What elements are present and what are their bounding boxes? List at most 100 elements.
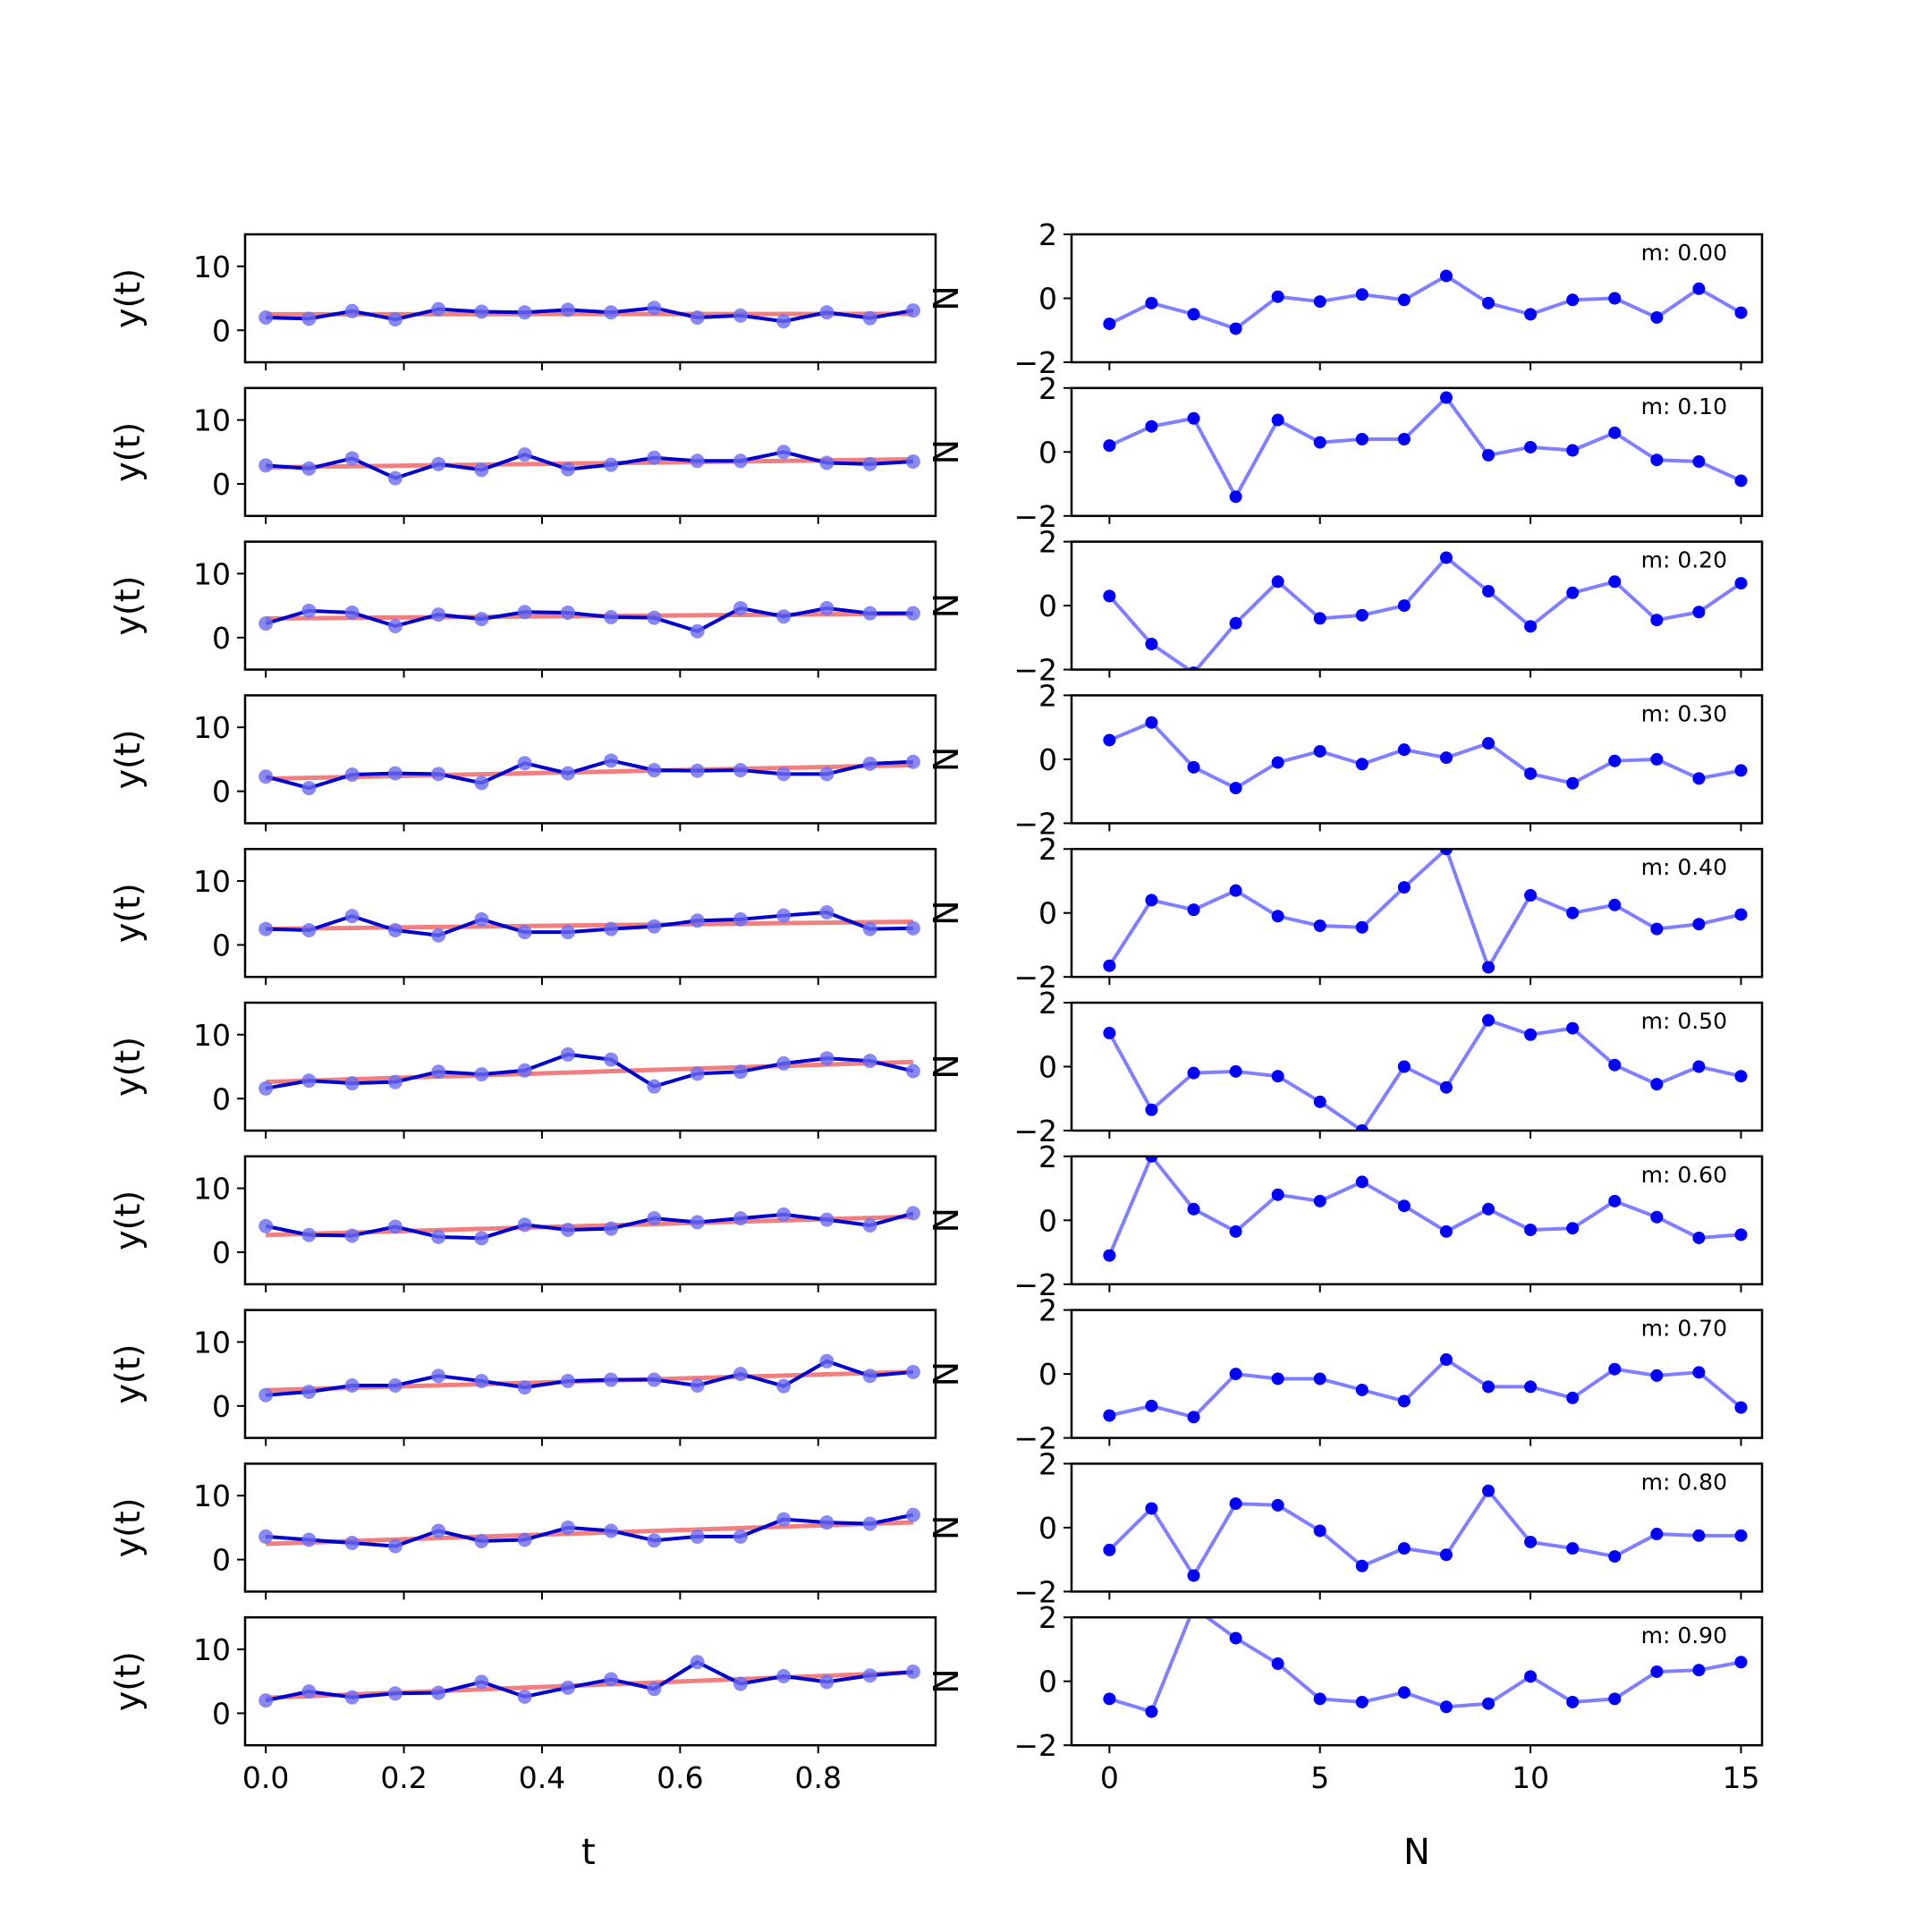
left-axes-frame [243, 1001, 937, 1132]
residual-series [1103, 716, 1748, 795]
data-line [265, 1211, 914, 1241]
slope-annotation: m: 0.80 [1641, 1469, 1727, 1495]
fit-line [266, 762, 913, 782]
data-point [431, 1523, 446, 1538]
data-point [776, 1207, 792, 1222]
y-tick-label: −2 [1013, 806, 1057, 841]
residual-line [1108, 274, 1742, 331]
residual-point [1187, 1066, 1200, 1080]
right-y-axis-label: N [927, 1054, 966, 1079]
data-point [862, 1368, 877, 1384]
right-subplot: −2 0 2 Nm: 0.00 [927, 217, 1764, 380]
residual-point [1145, 1705, 1158, 1718]
residual-point [1650, 1528, 1664, 1541]
data-point [905, 303, 920, 318]
residual-point [1313, 919, 1326, 932]
residual-point [1313, 1524, 1326, 1538]
data-point [905, 606, 920, 621]
residual-point [1271, 756, 1284, 769]
residual-point [1229, 1064, 1242, 1078]
right-y-axis-label: N [927, 285, 966, 310]
data-point [862, 1516, 877, 1531]
data-point [776, 445, 792, 460]
data-point [517, 1380, 532, 1395]
data-point [733, 453, 748, 469]
left-subplot: 0 10 0.0 0.2 0.4 0.6 0.8 y(t) [108, 1615, 937, 1795]
residual-point [1355, 1695, 1368, 1708]
data-point [604, 1672, 619, 1687]
right-subplot: −2 0 2 0 5 10 15 Nm: 0.90 [927, 1600, 1764, 1795]
residual-line [1107, 1488, 1741, 1578]
data-point [344, 1536, 360, 1551]
residual-point [1692, 282, 1706, 295]
data-point [733, 1529, 748, 1544]
residual-series [1103, 1353, 1748, 1424]
residual-point [1566, 1222, 1580, 1235]
residual-point [1524, 1028, 1538, 1041]
slope-annotation: m: 0.50 [1641, 1008, 1727, 1034]
y-tick-label: 2 [1038, 832, 1057, 867]
residual-point [1397, 599, 1411, 613]
data-point [690, 1655, 705, 1670]
data-point [474, 1373, 489, 1388]
left-subplot: 0 10 y(t) [108, 1155, 937, 1292]
data-point [474, 1067, 489, 1082]
residual-point [1692, 772, 1706, 785]
data-point [517, 1063, 532, 1078]
data-point [474, 462, 489, 478]
residual-line [1107, 1018, 1741, 1131]
y-tick-label: 10 [193, 403, 231, 438]
data-point [517, 756, 532, 771]
data-point [517, 1532, 532, 1547]
residual-point [1524, 1670, 1538, 1683]
data-point [862, 456, 877, 471]
residual-point [1692, 606, 1706, 619]
data-point [690, 309, 705, 325]
residual-point [1566, 906, 1580, 919]
residual-point [1355, 608, 1368, 622]
data-point [258, 1529, 274, 1544]
data-point [733, 763, 748, 778]
data-point [776, 1378, 792, 1394]
data-point [733, 1211, 748, 1226]
residual-point [1313, 1372, 1326, 1385]
data-point [344, 909, 360, 924]
residual-point [1692, 1366, 1706, 1379]
y-tick-label: 10 [193, 710, 231, 745]
residual-point [1271, 1657, 1284, 1671]
data-point [690, 623, 705, 639]
right-subplot: −2 0 2 Nm: 0.80 [927, 1446, 1764, 1609]
data-point [474, 304, 489, 319]
y-tick-label: 10 [193, 250, 231, 284]
data-point [431, 1368, 446, 1384]
y-tick-label: 0 [212, 1543, 231, 1578]
residual-point [1650, 752, 1664, 766]
y-axis-label: y(t) [108, 1651, 148, 1711]
data-point [776, 609, 792, 624]
y-tick-label: 2 [1038, 1446, 1057, 1481]
data-point [604, 753, 619, 768]
x-tick-label: 0.0 [242, 1760, 289, 1795]
data-point [776, 1668, 792, 1683]
y-tick-label: 0 [1038, 1203, 1057, 1238]
residual-point [1313, 1194, 1326, 1208]
data-point [474, 911, 489, 927]
residual-point [1650, 1210, 1664, 1224]
residual-point [1650, 1665, 1664, 1678]
residual-point [1608, 1362, 1622, 1376]
data-point [258, 1080, 274, 1096]
data-point [387, 618, 402, 633]
residual-point [1271, 290, 1284, 303]
right-subplot: −2 0 2 Nm: 0.30 [927, 678, 1764, 841]
data-point [344, 767, 360, 783]
residual-point [1355, 433, 1368, 445]
data-point [517, 925, 532, 940]
residual-point [1482, 585, 1496, 598]
residual-point [1734, 1401, 1748, 1414]
data-point [301, 311, 317, 326]
data-point [862, 1054, 877, 1069]
residual-point [1271, 1498, 1284, 1512]
residual-point [1271, 1070, 1284, 1083]
residual-line [1107, 849, 1741, 970]
y-tick-label: 0 [1038, 1511, 1057, 1546]
